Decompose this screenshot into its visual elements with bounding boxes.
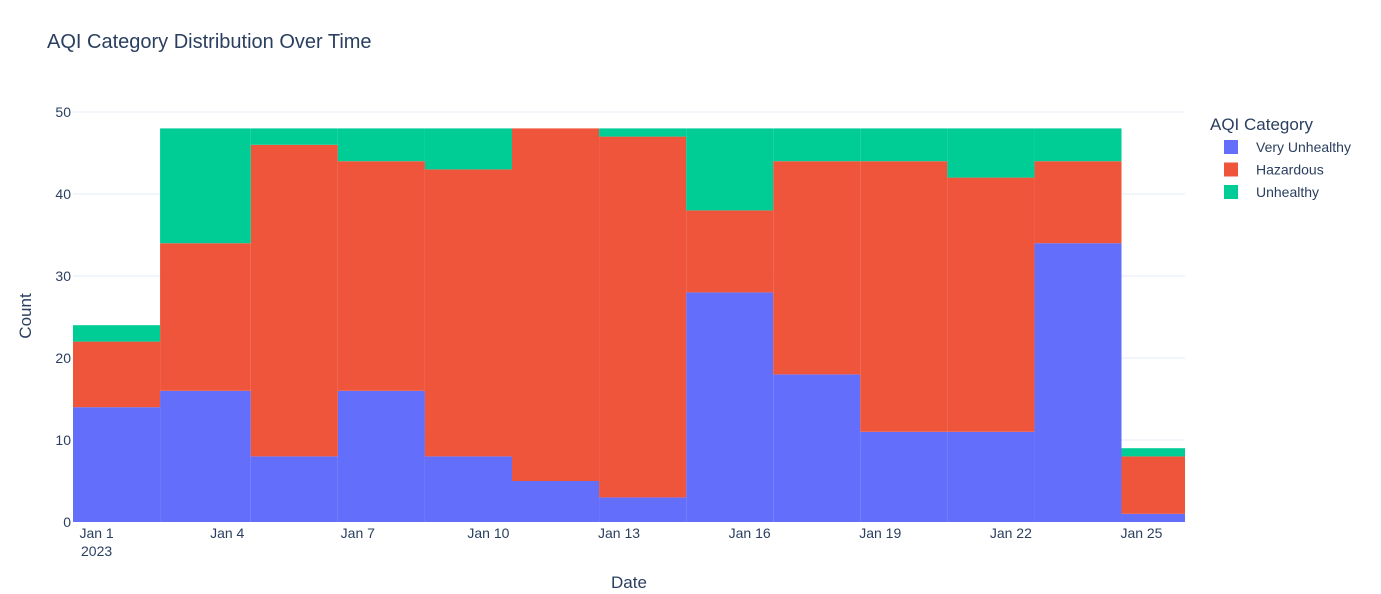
legend-title: AQI Category	[1210, 115, 1313, 134]
y-tick-label: 10	[55, 432, 71, 448]
bar-segment[interactable]	[686, 210, 774, 293]
y-axis-ticks: 0 10 20 30 40 50	[55, 104, 71, 530]
bar-series	[73, 128, 1185, 514]
y-tick-label: 0	[63, 514, 71, 530]
legend-swatch[interactable]	[1224, 185, 1238, 199]
bar-segment[interactable]	[511, 481, 600, 522]
bar-segment[interactable]	[599, 497, 687, 522]
bar-segment[interactable]	[73, 407, 161, 522]
y-tick-label: 50	[55, 104, 71, 120]
bar-segment[interactable]	[947, 177, 1035, 432]
y-tick-label: 30	[55, 268, 71, 284]
x-tick-label: Jan 10	[467, 525, 509, 541]
bar-segment[interactable]	[1121, 513, 1185, 522]
bar-segment[interactable]	[947, 431, 1035, 522]
bar-segment[interactable]	[773, 128, 861, 162]
y-axis-title: Count	[16, 293, 35, 339]
bar-segment[interactable]	[424, 128, 512, 170]
legend-swatch[interactable]	[1224, 162, 1238, 177]
bar-segment[interactable]	[1034, 243, 1122, 522]
bar-segment[interactable]	[773, 374, 861, 522]
bar-segment[interactable]	[160, 128, 251, 244]
legend-label[interactable]: Very Unhealthy	[1256, 139, 1351, 155]
bar-segment[interactable]	[160, 390, 251, 522]
bar-segment[interactable]	[337, 161, 425, 391]
bar-segment[interactable]	[250, 144, 338, 457]
bar-segment[interactable]	[686, 128, 774, 211]
bar-segment[interactable]	[947, 128, 1035, 178]
bar-segment[interactable]	[599, 128, 687, 137]
bar-segment[interactable]	[160, 243, 251, 391]
x-tick-label: Jan 13	[598, 525, 640, 541]
x-axis-ticks: Jan 1 2023 Jan 4 Jan 7 Jan 10 Jan 13 Jan 16 Jan…	[79, 525, 1162, 559]
x-tick-label: Jan 4	[210, 525, 244, 541]
bar-segment[interactable]	[860, 161, 948, 432]
bar-segment[interactable]	[1121, 456, 1185, 514]
legend-swatch[interactable]	[1224, 140, 1238, 154]
x-tick-label: Jan 16	[729, 525, 771, 541]
bar-segment[interactable]	[73, 341, 161, 408]
bar-segment[interactable]	[1034, 161, 1122, 244]
bar-segment[interactable]	[1121, 448, 1185, 457]
bar-segment[interactable]	[337, 128, 425, 162]
bar-segment[interactable]	[73, 325, 161, 342]
bar-segment[interactable]	[686, 292, 774, 522]
bar-series	[73, 128, 1185, 457]
bar-series-group	[73, 128, 1185, 522]
bar-segment[interactable]	[860, 128, 948, 162]
x-axis-title: Date	[611, 573, 647, 592]
bar-segment[interactable]	[250, 128, 338, 145]
x-tick-label: Jan 25	[1120, 525, 1162, 541]
bar-segment[interactable]	[337, 390, 425, 522]
bar-series	[73, 243, 1185, 522]
x-tick-label: Jan 1	[79, 525, 113, 541]
x-tick-label: Jan 19	[859, 525, 901, 541]
legend-label[interactable]: Unhealthy	[1256, 184, 1319, 200]
x-tick-sublabel: 2023	[81, 543, 112, 559]
x-tick-label: Jan 7	[341, 525, 375, 541]
bar-segment[interactable]	[860, 431, 948, 522]
bar-segment[interactable]	[599, 136, 687, 498]
y-tick-label: 40	[55, 186, 71, 202]
legend-label[interactable]: Hazardous	[1256, 162, 1324, 178]
bar-segment[interactable]	[250, 456, 338, 522]
bar-segment[interactable]	[424, 169, 512, 457]
chart-title: AQI Category Distribution Over Time	[47, 31, 372, 53]
x-tick-label: Jan 22	[990, 525, 1032, 541]
bar-segment[interactable]	[511, 128, 600, 481]
y-tick-label: 20	[55, 350, 71, 366]
bar-segment[interactable]	[424, 456, 512, 522]
bar-segment[interactable]	[1034, 128, 1122, 162]
bar-segment[interactable]	[773, 161, 861, 375]
legend: AQI Category Very Unhealthy Hazardous Unhe…	[1210, 115, 1351, 200]
